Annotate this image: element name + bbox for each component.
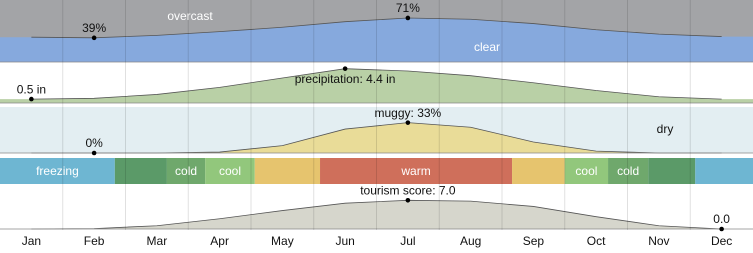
value-label: 71%	[396, 1, 420, 15]
x-tick-label: Aug	[460, 234, 481, 248]
x-tick-label: Jun	[335, 234, 354, 248]
data-point	[91, 150, 97, 156]
temperature-band	[695, 158, 753, 184]
data-point	[405, 15, 411, 21]
data-point	[719, 226, 724, 232]
x-tick-label: Oct	[587, 234, 606, 248]
background-label: overcast	[167, 9, 213, 23]
area-line	[31, 68, 722, 100]
area-line	[31, 17, 722, 39]
band-label: cold	[175, 164, 197, 178]
temperature-band	[564, 158, 609, 184]
data-point	[405, 198, 411, 203]
x-tick-label: Apr	[210, 234, 229, 248]
band-label: cool	[575, 164, 597, 178]
temperature-band	[320, 158, 513, 184]
area	[0, 122, 753, 153]
temperature-band	[0, 158, 115, 184]
data-point	[405, 120, 411, 125]
temperature-band	[608, 158, 649, 184]
background-label: dry	[657, 122, 674, 136]
x-tick-label: Dec	[711, 234, 732, 248]
series-label: clear	[474, 40, 500, 54]
area	[0, 200, 753, 229]
band-label: warm	[400, 164, 430, 178]
x-tick-label: May	[271, 234, 294, 248]
value-label: 0%	[85, 136, 103, 150]
x-tick-label: Nov	[648, 234, 669, 248]
temperature-band	[114, 158, 167, 184]
x-tick-label: Jan	[22, 234, 41, 248]
data-point	[29, 96, 34, 102]
value-label: muggy: 33%	[375, 106, 442, 120]
value-label: 0.5 in	[17, 82, 46, 96]
area-line	[31, 199, 722, 230]
temperature-band	[648, 158, 696, 184]
x-tick-label: Jul	[400, 234, 415, 248]
value-label: 0.0	[713, 212, 730, 226]
data-point	[91, 35, 97, 41]
value-label: tourism score: 7.0	[360, 183, 456, 197]
band-label: cool	[219, 164, 241, 178]
area	[0, 17, 753, 62]
value-label: 39%	[82, 21, 106, 35]
temperature-band	[166, 158, 206, 184]
x-tick-label: Sep	[523, 234, 545, 248]
temperature-band	[512, 158, 565, 184]
area	[0, 68, 753, 103]
value-label: precipitation: 4.4 in	[295, 72, 396, 86]
temperature-band	[205, 158, 255, 184]
band-label: cold	[617, 164, 639, 178]
x-tick-label: Feb	[84, 234, 105, 248]
temperature-band	[254, 158, 321, 184]
band-label: freezing	[36, 164, 79, 178]
x-tick-label: Mar	[147, 234, 168, 248]
data-point	[342, 66, 348, 71]
